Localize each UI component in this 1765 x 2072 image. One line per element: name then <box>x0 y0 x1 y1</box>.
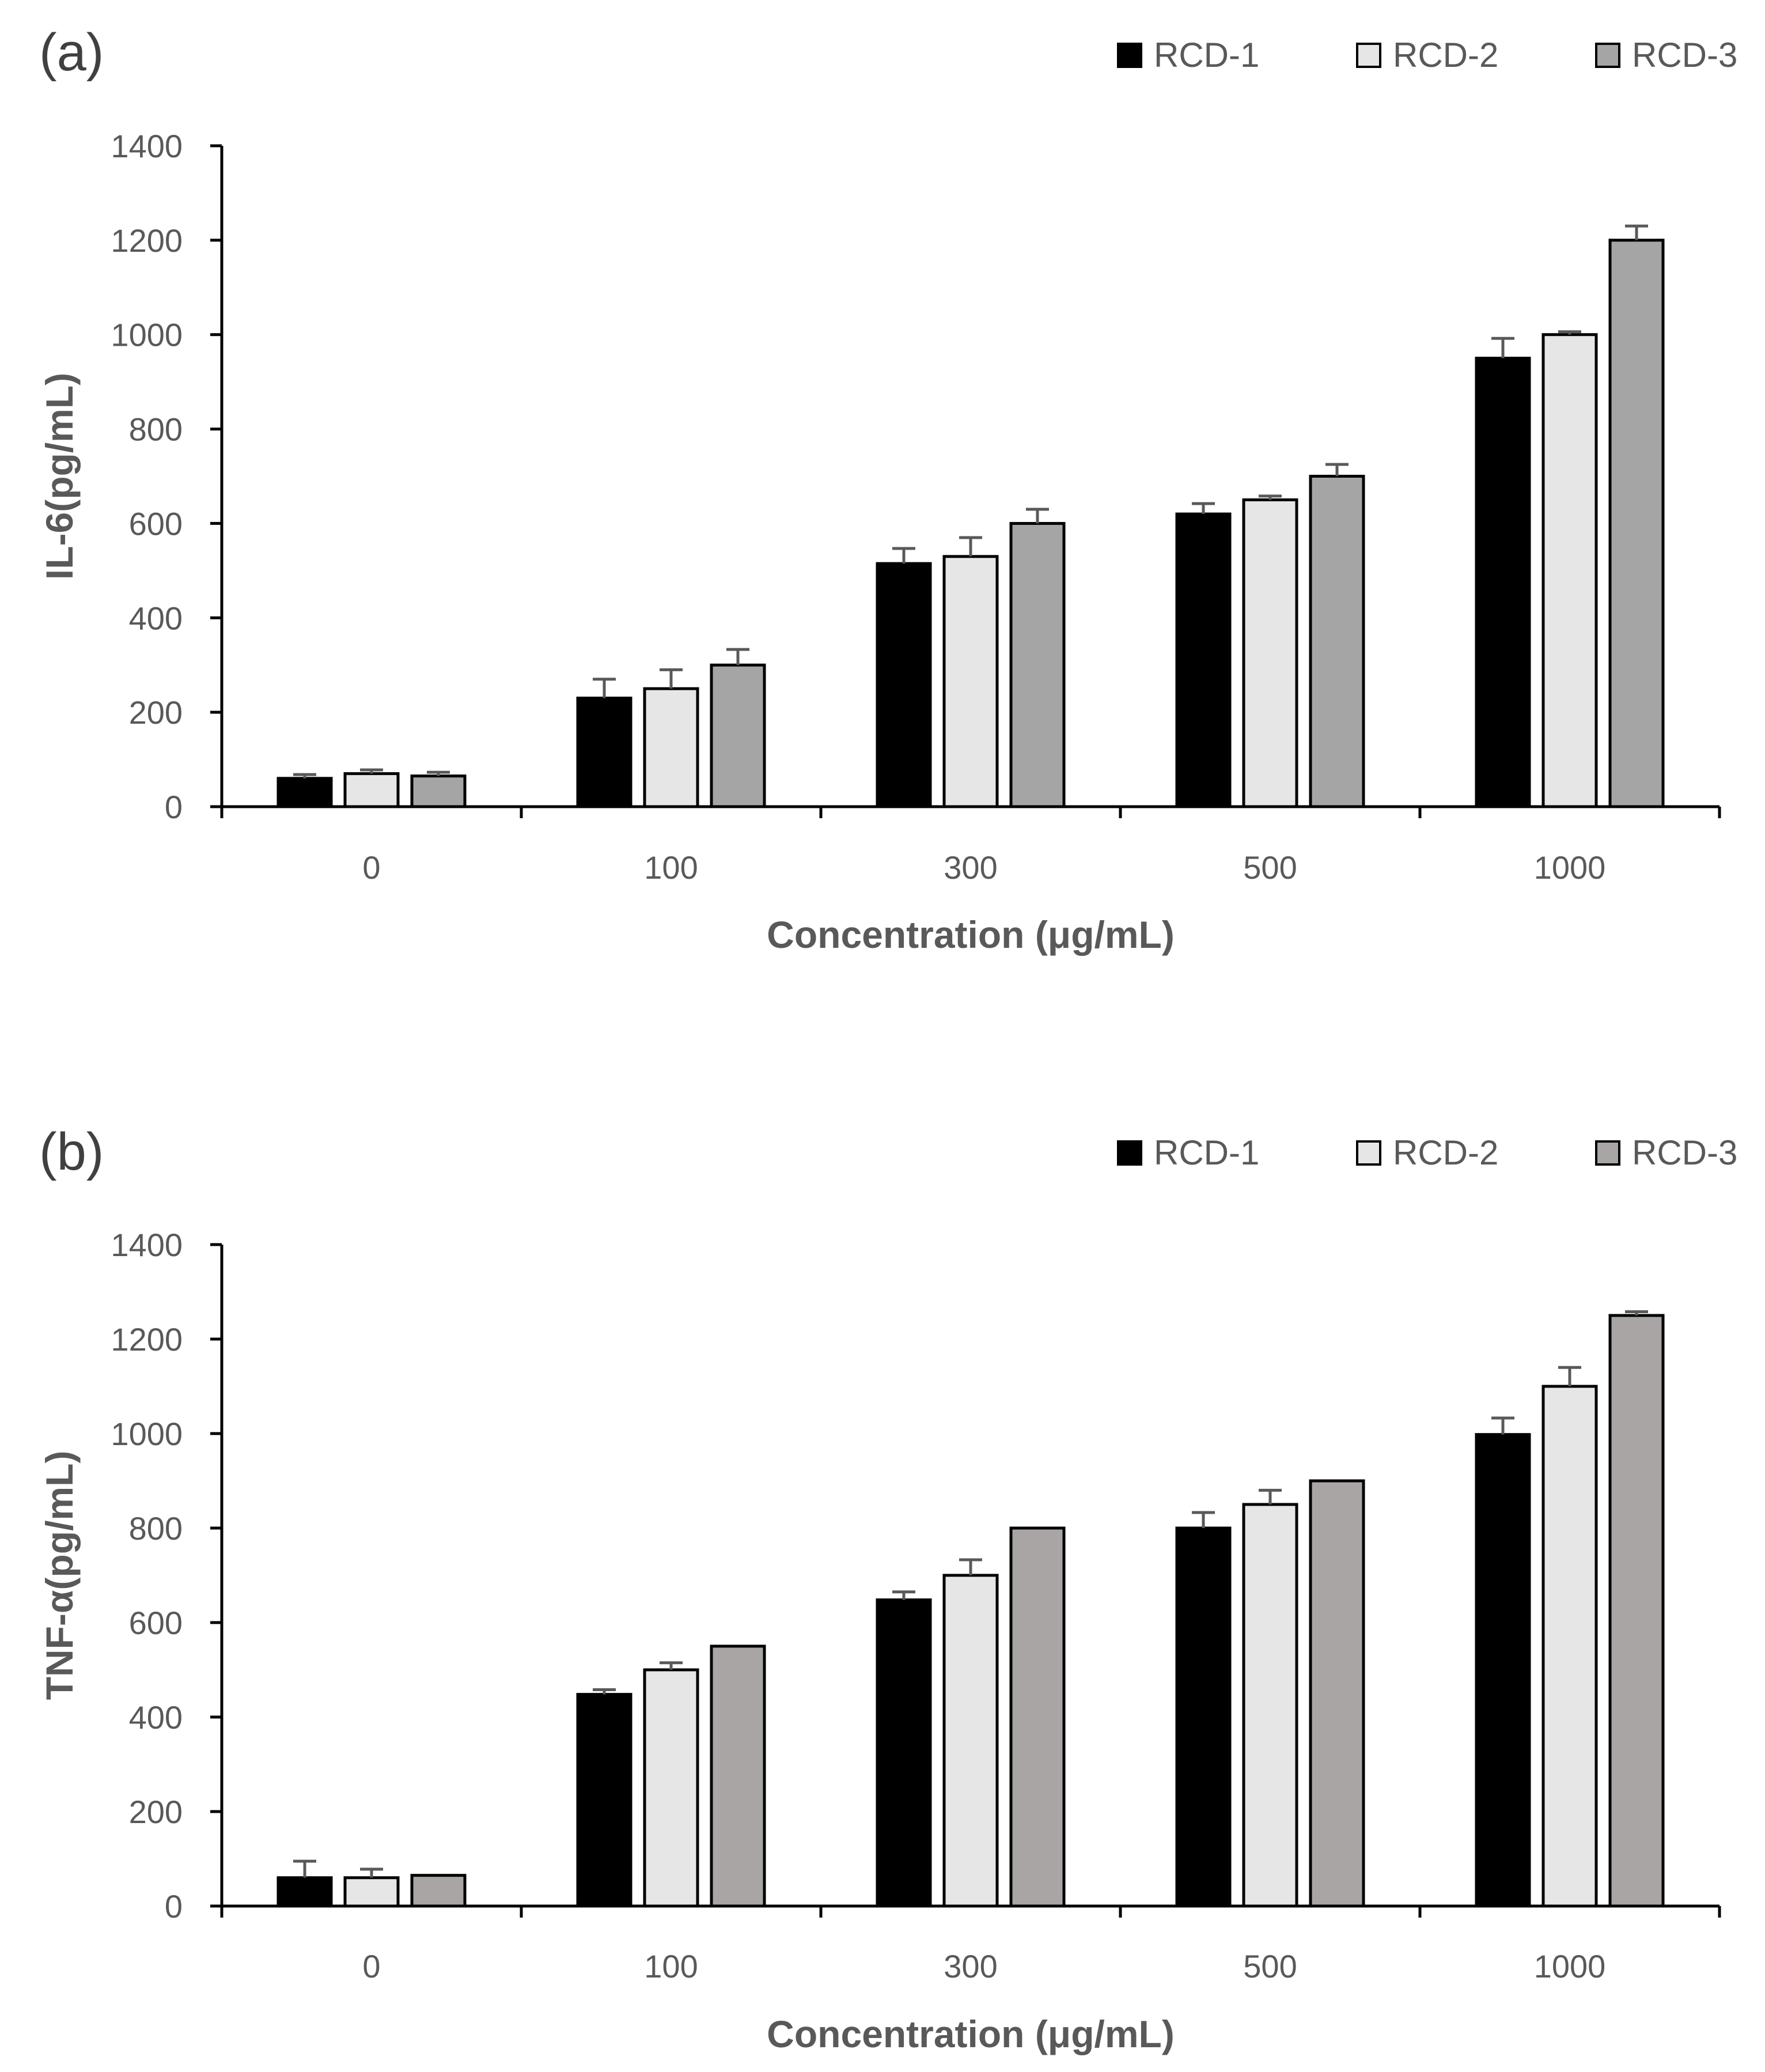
panel-a: (a) 0 200 400 600 800 1000 1200 1400 0 100 300 500 10… <box>38 23 1737 956</box>
bar-rcd-3-0 <box>410 1874 467 1908</box>
bar-rcd-2-1000 <box>1541 1385 1598 1908</box>
y-tick-label: 0 <box>165 789 183 825</box>
bar-rcd-3-300 <box>1009 521 1066 808</box>
y-axis-title: IL-6(pg/mL) <box>38 373 81 580</box>
y-tick-label: 1200 <box>111 1321 183 1358</box>
legend-label-rcd-1: RCD-1 <box>1154 1133 1259 1172</box>
panel-b: (b) 0 200 400 600 800 1000 1200 1400 0 100 300 500 10… <box>38 1122 1737 2055</box>
panel-label: (a) <box>39 23 104 82</box>
x-tick-label: 0 <box>362 849 380 886</box>
bar-rcd-1-500 <box>1175 512 1232 808</box>
x-axis-title: Concentration (μg/mL) <box>767 913 1175 956</box>
y-tick-label: 1200 <box>111 222 183 259</box>
bar-rcd-2-100 <box>643 687 699 808</box>
legend-label-rcd-2: RCD-2 <box>1393 1133 1498 1172</box>
legend-label-rcd-3: RCD-3 <box>1632 36 1737 74</box>
bar-rcd-3-1000 <box>1608 1314 1665 1908</box>
bar-rcd-1-1000 <box>1475 1433 1531 1908</box>
bar-rcd-1-500 <box>1175 1526 1232 1908</box>
bar-rcd-1-100 <box>576 1693 632 1908</box>
bar-rcd-1-0 <box>277 1876 333 1908</box>
bar-rcd-3-100 <box>710 663 766 808</box>
x-tick-label: 100 <box>644 1948 698 1984</box>
x-axis-title: Concentration (μg/mL) <box>767 2013 1175 2055</box>
x-tick-label: 500 <box>1243 1948 1297 1984</box>
legend-swatch-rcd-2 <box>1356 43 1381 68</box>
y-tick-label: 1400 <box>111 1227 183 1263</box>
y-tick-label: 400 <box>129 1699 183 1736</box>
bar-rcd-1-0 <box>277 777 333 808</box>
bar-rcd-3-100 <box>710 1644 766 1908</box>
y-tick-label: 200 <box>129 694 183 731</box>
bar-rcd-3-500 <box>1309 475 1365 808</box>
bar-rcd-1-300 <box>876 1598 932 1908</box>
x-tick-label: 300 <box>944 1948 997 1984</box>
legend-swatch-rcd-3 <box>1595 43 1620 68</box>
y-tick-label: 600 <box>129 1605 183 1641</box>
bar-rcd-2-1000 <box>1541 333 1598 808</box>
y-tick-label: 1000 <box>111 317 183 353</box>
legend-label-rcd-2: RCD-2 <box>1393 36 1498 74</box>
bar-rcd-2-0 <box>343 772 400 808</box>
legend: RCD-1 RCD-2 RCD-3 <box>1117 1133 1737 1172</box>
legend-swatch-rcd-3 <box>1595 1140 1620 1166</box>
bar-rcd-3-500 <box>1309 1479 1365 1908</box>
y-tick-label: 0 <box>165 1888 183 1924</box>
x-tick-label: 1000 <box>1534 1948 1606 1984</box>
legend-label-rcd-1: RCD-1 <box>1154 36 1259 74</box>
bar-rcd-2-500 <box>1242 498 1298 808</box>
bar-rcd-3-0 <box>410 774 467 808</box>
legend-swatch-rcd-1 <box>1117 1140 1142 1166</box>
y-tick-label: 1000 <box>111 1416 183 1452</box>
bar-rcd-2-300 <box>942 1574 999 1908</box>
y-axis-title: TNF-α(pg/mL) <box>38 1451 81 1700</box>
bar-rcd-3-300 <box>1009 1526 1066 1908</box>
bar-rcd-2-100 <box>643 1668 699 1908</box>
x-tick-label: 300 <box>944 849 997 886</box>
legend-label-rcd-3: RCD-3 <box>1632 1133 1737 1172</box>
y-tick-label: 200 <box>129 1794 183 1830</box>
bar-rcd-1-1000 <box>1475 357 1531 808</box>
legend: RCD-1 RCD-2 RCD-3 <box>1117 36 1737 74</box>
x-tick-label: 500 <box>1243 849 1297 886</box>
bar-rcd-2-500 <box>1242 1503 1298 1908</box>
bar-rcd-1-100 <box>576 697 632 808</box>
x-tick-label: 1000 <box>1534 849 1606 886</box>
panel-label: (b) <box>39 1122 104 1181</box>
legend-swatch-rcd-1 <box>1117 43 1142 68</box>
y-tick-label: 400 <box>129 600 183 636</box>
y-tick-label: 800 <box>129 1510 183 1547</box>
bar-rcd-2-0 <box>343 1876 400 1908</box>
y-tick-label: 1400 <box>111 128 183 164</box>
legend-swatch-rcd-2 <box>1356 1140 1381 1166</box>
y-tick-label: 800 <box>129 411 183 448</box>
bar-rcd-1-300 <box>876 562 932 808</box>
bar-rcd-2-300 <box>942 555 999 808</box>
x-tick-label: 100 <box>644 849 698 886</box>
y-tick-label: 600 <box>129 505 183 542</box>
bar-rcd-3-1000 <box>1608 239 1665 808</box>
x-tick-label: 0 <box>362 1948 380 1984</box>
